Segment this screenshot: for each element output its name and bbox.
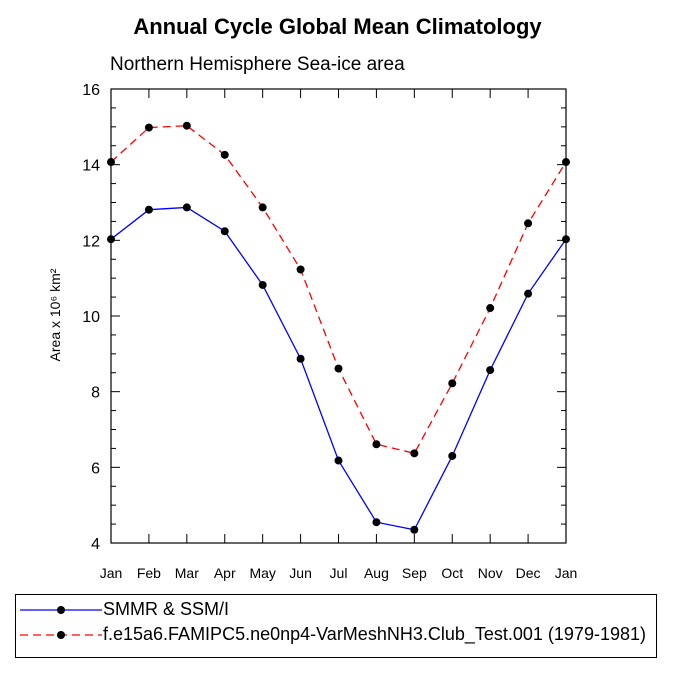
data-point-series-1: [182, 203, 191, 212]
data-point-series-1: [144, 205, 153, 214]
x-tick-label: Apr: [214, 565, 236, 581]
data-point-series-2: [258, 203, 267, 212]
x-tick-label: Jun: [289, 565, 312, 581]
x-tick-label: Aug: [364, 565, 389, 581]
data-point-series-1: [524, 289, 533, 298]
data-point-series-2: [144, 123, 153, 132]
data-point-series-2: [562, 158, 570, 167]
legend-swatch-series-2: [20, 631, 102, 639]
legend-label-series-1: SMMR & SSM/I: [103, 599, 230, 619]
y-tick-label: 12: [82, 233, 100, 250]
data-point-series-1: [562, 235, 570, 244]
y-tick-label: 8: [91, 385, 100, 402]
legend-item-series-1: SMMR & SSM/I: [16, 598, 656, 622]
data-point-series-2: [448, 379, 457, 388]
x-tick-label: Feb: [137, 565, 161, 581]
data-point-series-2: [524, 219, 533, 228]
legend: SMMR & SSM/I f.e15a6.FAMIPC5.ne0np4-VarM…: [15, 594, 657, 658]
y-tick-label: 14: [82, 158, 100, 175]
x-tick-label: Jan: [100, 565, 123, 581]
y-tick-label: 6: [91, 460, 100, 477]
data-point-series-2: [334, 364, 343, 373]
series-line-2: [110, 125, 567, 455]
y-axis-label: Area x 10⁶ km²: [47, 268, 63, 361]
data-point-series-2: [410, 449, 419, 458]
x-tick-label: Dec: [516, 565, 541, 581]
data-point-series-1: [372, 518, 381, 527]
data-point-series-2: [372, 440, 381, 449]
x-tick-label: Oct: [441, 565, 463, 581]
data-point-series-1: [486, 366, 495, 375]
data-point-series-1: [334, 456, 343, 465]
x-tick-label: May: [249, 565, 275, 581]
data-point-series-1: [107, 235, 115, 244]
legend-label-series-2: f.e15a6.FAMIPC5.ne0np4-VarMeshNH3.Club_T…: [103, 624, 646, 644]
chart-subtitle: Northern Hemisphere Sea-ice area: [110, 54, 405, 75]
plot-frame: [110, 88, 567, 544]
chart-title: Annual Cycle Global Mean Climatology: [133, 14, 542, 39]
y-tick-label: 4: [91, 536, 100, 553]
data-point-series-2: [182, 121, 191, 130]
y-tick-label: 16: [82, 82, 100, 99]
legend-item-series-2: f.e15a6.FAMIPC5.ne0np4-VarMeshNH3.Club_T…: [16, 623, 656, 647]
x-tick-label: Nov: [478, 565, 503, 581]
x-tick-label: Sep: [402, 565, 427, 581]
data-point-series-1: [410, 525, 419, 534]
data-point-series-2: [107, 158, 115, 167]
x-tick-label: Jul: [330, 565, 348, 581]
data-point-series-2: [486, 304, 495, 313]
x-tick-label: Mar: [175, 565, 199, 581]
y-tick-label: 10: [82, 309, 100, 326]
x-tick-label: Jan: [555, 565, 578, 581]
data-point-series-1: [220, 227, 229, 236]
data-point-series-2: [220, 150, 229, 159]
data-point-series-1: [448, 451, 457, 460]
legend-swatch-series-1: [20, 606, 102, 614]
data-point-series-1: [258, 280, 267, 289]
data-point-series-2: [296, 265, 305, 274]
data-point-series-1: [296, 354, 305, 363]
